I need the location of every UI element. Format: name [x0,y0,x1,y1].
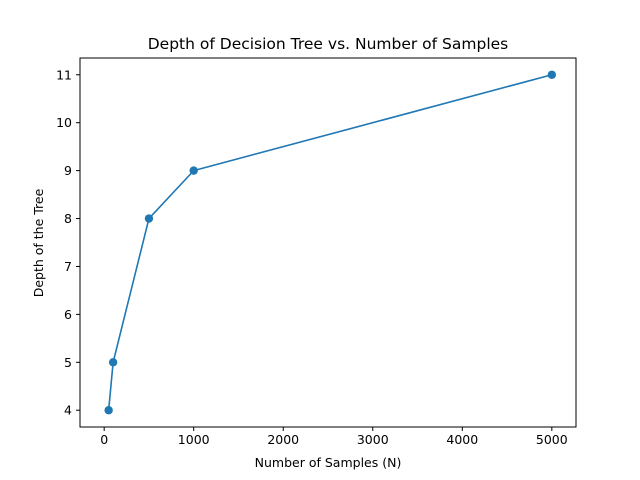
x-tick-label: 2000 [267,432,299,447]
y-axis: 4 5 6 7 8 9 10 11 [56,67,80,418]
data-point [144,214,154,223]
data-point [547,70,557,79]
y-tick-label: 4 [64,403,72,418]
x-tick-label: 0 [100,432,108,447]
x-axis-label: Number of Samples (N) [255,455,402,470]
data-point [104,406,113,415]
data-point [189,166,198,175]
y-tick-label: 6 [64,307,72,322]
y-axis-label: Depth of the Tree [31,188,46,297]
y-tick-label: 5 [64,355,72,370]
data-point [108,358,118,367]
x-tick-label: 4000 [446,432,478,447]
x-tick-label: 5000 [536,432,568,447]
chart-title: Depth of Decision Tree vs. Number of Sam… [148,35,509,53]
y-tick-label: 10 [56,115,72,130]
series-layer [104,70,557,415]
axes-frame [79,57,577,428]
y-tick-label: 9 [64,163,72,178]
x-tick-label: 3000 [357,432,389,447]
y-tick-label: 7 [64,259,72,274]
x-axis: 0 1000 2000 3000 4000 5000 [100,427,568,447]
x-tick-label: 1000 [178,432,210,447]
y-tick-label: 8 [64,211,72,226]
y-tick-label: 11 [56,67,72,82]
